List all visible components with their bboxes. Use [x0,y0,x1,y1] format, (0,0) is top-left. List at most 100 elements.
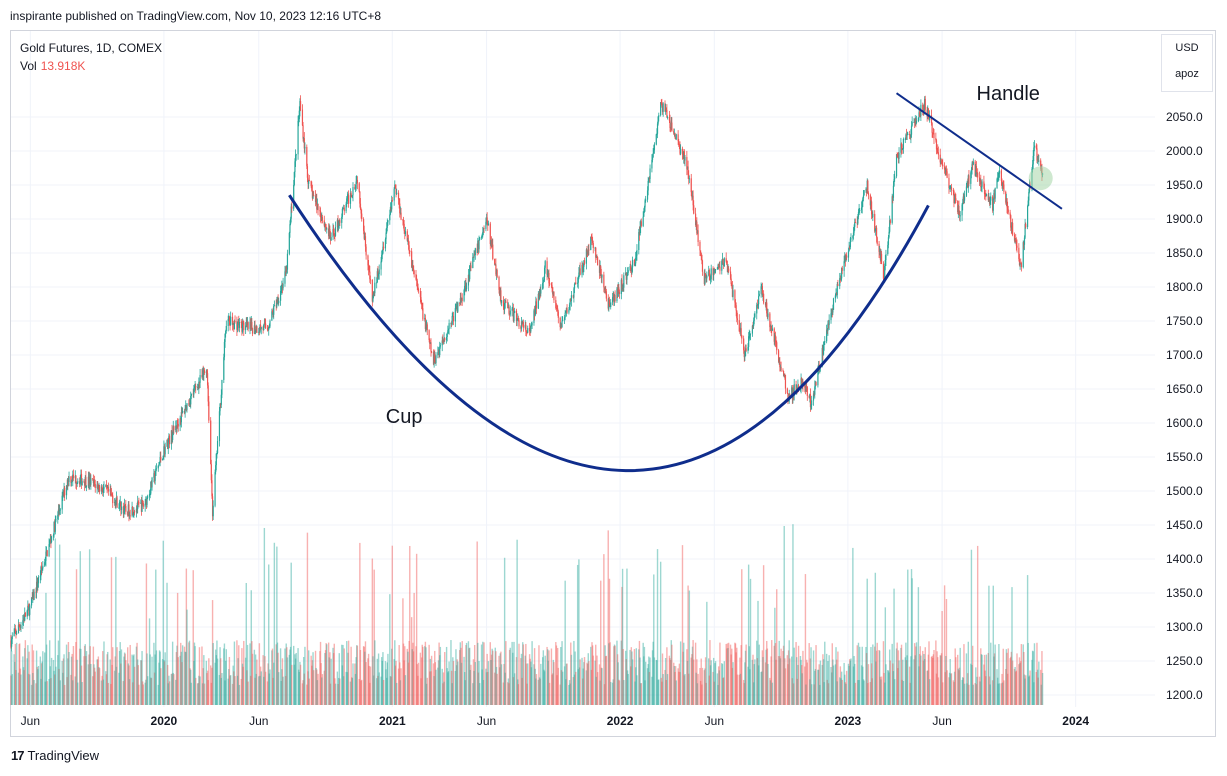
candle-body [950,187,953,191]
candle-body [142,502,144,507]
candle-body [404,230,406,234]
symbol-title[interactable]: Gold Futures, 1D, COMEX [20,41,163,55]
candle-body [193,386,196,389]
candle-body [472,257,475,259]
volume-bar [935,673,938,705]
currency-unit-box[interactable]: USD apoz [1161,34,1213,92]
candle-body [944,166,946,170]
candle-body [159,456,161,463]
candle-body [411,265,413,268]
tradingview-logo[interactable]: 17 TradingView [11,748,99,763]
candle-body [718,266,720,268]
price-tick-label: 1550.0 [1166,450,1203,464]
candle-body [696,221,698,234]
volume-bar [111,664,113,705]
volume-bar [809,658,812,705]
candle-body [415,274,417,280]
volume-bar [648,671,651,705]
candle-body [928,117,930,121]
volume-bar [373,569,375,705]
candle-body [774,335,777,342]
candle-body [555,300,557,309]
volume-bar [136,659,139,705]
candle-body [933,133,935,139]
candle-body [160,456,162,461]
volume-bar [830,667,832,705]
volume-bar [70,674,72,705]
volume-bar [36,667,38,705]
candle-body [617,287,619,297]
volume-bar [467,641,470,705]
volume-bar [50,678,52,705]
candle-body [579,268,581,275]
candle-body [997,177,999,179]
candle-body [199,374,201,383]
volume-bar [678,663,681,705]
volume-bar [1028,676,1030,705]
volume-bar [806,662,809,705]
volume-bar [705,682,707,705]
candle-body [900,143,903,149]
candle-body [748,335,750,337]
candle-body [914,122,916,124]
candle-body [678,141,680,145]
candle-body [306,166,309,178]
candle-body [394,184,396,189]
volume-bar [695,672,697,705]
candle-body [840,278,842,280]
volume-bar [59,680,62,705]
volume-bar [870,647,872,705]
volume-bar [190,682,193,705]
candle-body [687,166,689,175]
volume-bar [840,678,842,705]
volume-bar [193,660,195,705]
volume-bar [37,669,39,705]
volume-bar [278,672,280,705]
candle-body [49,538,51,542]
volume-bar [578,559,580,705]
candle-body [382,246,385,249]
volume-bar [228,656,231,705]
candle-body [384,239,387,249]
candle-body [434,354,436,362]
unit-label[interactable]: apoz [1175,68,1199,80]
volume-bar [754,659,756,705]
currency-label[interactable]: USD [1175,42,1199,54]
volume-bar [918,666,920,705]
candle-body [368,269,370,272]
volume-bar [404,675,407,705]
volume-bar [910,569,913,705]
candle-body [509,310,511,315]
candle-body [92,479,94,483]
candle-body [863,190,865,196]
volume-bar [722,677,724,705]
candle-body [426,324,428,327]
volume-bar [792,524,794,705]
volume-bar [1024,678,1026,705]
volume-bar [249,675,252,705]
volume-bar [518,643,520,705]
candle-body [629,266,631,271]
candle-body [459,298,461,303]
candle-body [891,196,893,223]
volume-bar [665,680,667,705]
candle-body [123,504,126,511]
candle-body [430,342,432,352]
candle-body [395,188,397,195]
candle-body [133,511,136,513]
candle-body [769,325,772,328]
candle-body [766,302,768,314]
candle-body [607,298,609,309]
volume-bar [27,645,29,705]
candle-body [570,295,573,302]
volume-bar [233,641,236,705]
candle-body [100,486,103,492]
volume-bar [653,574,655,705]
candle-body [531,323,533,326]
candle-body [758,293,760,297]
volume-bar [590,669,593,705]
candle-body [328,229,330,237]
candle-body [452,315,454,317]
candle-body [562,319,564,321]
